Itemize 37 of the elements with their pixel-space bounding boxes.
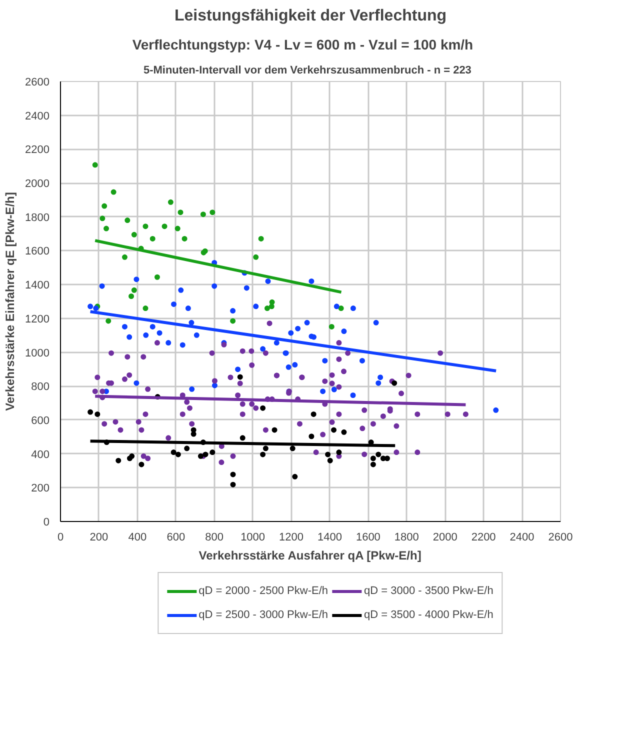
- y-tick-label: 1200: [25, 313, 50, 326]
- legend-label: qD = 3500 - 4000 Pkw-E/h: [364, 608, 494, 620]
- x-tick-label: 200: [90, 532, 108, 544]
- x-tick-label: 400: [128, 532, 147, 544]
- y-tick-label: 1600: [25, 246, 50, 258]
- legend-label: qD = 3000 - 3500 Pkw-E/h: [364, 584, 494, 596]
- x-tick-label: 1600: [356, 532, 380, 544]
- y-axis-title: Verkehrsstärke Einfahrer qE [Pkw-E/h]: [3, 192, 18, 411]
- y-tick-label: 2600: [25, 76, 50, 88]
- chart-subtitle: Verflechtungstyp: V4 - Lv = 600 m - Vzul = 100 km/h: [132, 36, 474, 52]
- y-tick-label: 2400: [25, 110, 50, 122]
- x-tick-label: 2000: [432, 532, 458, 544]
- x-tick-label: 2400: [510, 532, 534, 544]
- x-tick-label: 1800: [394, 532, 419, 544]
- legend-label: qD = 2000 - 2500 Pkw-E/h: [198, 584, 328, 596]
- x-tick-label: 2600: [548, 532, 573, 544]
- text: 5-Minuten-Intervall vor dem Verkehrszusammenbruch - n = 223: [143, 64, 472, 76]
- x-tick-label: 600: [166, 532, 186, 544]
- y-tick-label: 600: [31, 414, 50, 427]
- y-tick-label: 1800: [25, 212, 50, 224]
- x-tick-label: 1000: [240, 532, 266, 544]
- chart-title: Leistungsfähigkeit der Verflechtung: [174, 8, 447, 24]
- y-tick-label: 0: [43, 516, 50, 528]
- x-tick-label: 0: [57, 532, 64, 544]
- y-tick-label: 400: [31, 448, 50, 461]
- x-tick-label: 1400: [317, 532, 342, 544]
- y-tick-label: 800: [31, 381, 50, 394]
- y-tick-label: 1000: [25, 347, 50, 360]
- y-tick-label: 2200: [25, 144, 50, 156]
- legend-label: qD = 2500 - 3000 Pkw-E/h: [198, 608, 328, 620]
- x-tick-label: 1200: [279, 532, 304, 544]
- y-tick-label: 200: [31, 482, 50, 495]
- x-tick-label: 800: [205, 532, 224, 544]
- y-tick-label: 1400: [25, 280, 50, 292]
- x-tick-label: 2200: [471, 532, 496, 544]
- x-axis-title: Verkehrsstärke Ausfahrer qA [Pkw-E/h]: [198, 548, 422, 562]
- y-tick-label: 2000: [25, 178, 50, 190]
